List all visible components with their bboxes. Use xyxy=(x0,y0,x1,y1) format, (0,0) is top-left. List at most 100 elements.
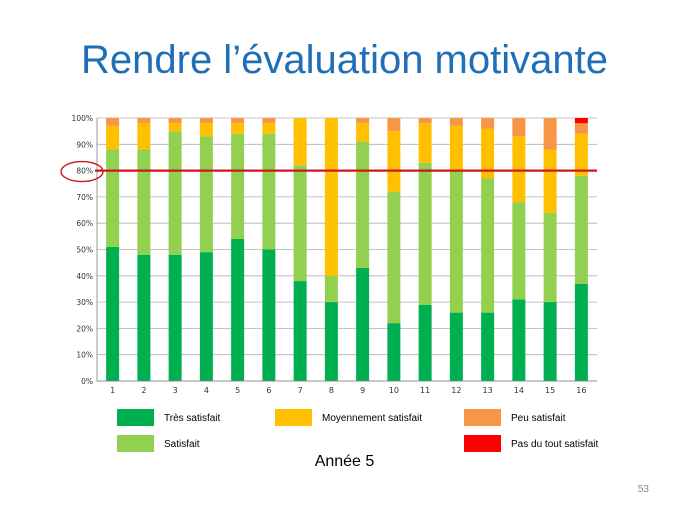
y-tick-label: 50% xyxy=(76,246,93,255)
bar-segment xyxy=(512,202,526,300)
x-tick-label: 13 xyxy=(483,386,493,395)
y-tick-label: 10% xyxy=(76,351,93,360)
bar-segment xyxy=(449,118,463,126)
bar-segment xyxy=(418,123,432,163)
legend-swatch xyxy=(117,435,154,452)
bar-segment xyxy=(324,118,338,276)
bar-segment xyxy=(481,312,495,381)
bar-segment xyxy=(137,254,151,381)
legend-label: Pas du tout satisfait xyxy=(511,439,598,450)
y-tick-label: 60% xyxy=(76,219,93,228)
bar-segment xyxy=(199,118,213,124)
bar-segment xyxy=(543,212,557,303)
bar-segment xyxy=(512,118,526,137)
x-tick-label: 1 xyxy=(110,386,115,395)
bar-segment xyxy=(231,123,245,134)
legend: Très satisfait Moyennement satisfait Peu s… xyxy=(117,409,598,452)
bar-segment xyxy=(168,118,182,124)
bar-segment xyxy=(449,312,463,381)
bar-segment xyxy=(262,123,276,134)
bar-segment xyxy=(293,281,307,381)
bar-segment xyxy=(356,141,370,268)
x-tick-label: 6 xyxy=(266,386,271,395)
bar-segment xyxy=(574,133,588,176)
y-tick-label: 30% xyxy=(76,298,93,307)
bar-segment xyxy=(324,275,338,303)
bar-segment xyxy=(137,149,151,255)
bar-segment xyxy=(481,178,495,313)
bar-segment xyxy=(231,133,245,239)
bar-segment xyxy=(418,304,432,381)
legend-label: Satisfait xyxy=(164,439,200,450)
bar-segment xyxy=(449,170,463,313)
x-tick-label: 3 xyxy=(173,386,178,395)
x-tick-label: 10 xyxy=(389,386,399,395)
chart-caption: Année 5 xyxy=(314,453,375,470)
bar-segment xyxy=(262,118,276,124)
bar-segment xyxy=(418,162,432,305)
x-axis: 1 2 3 4 5 6 7 8 9 10 11 12 13 14 15 16 xyxy=(97,380,597,395)
bar-segment xyxy=(512,299,526,381)
reference-line-group xyxy=(60,160,597,183)
x-tick-label: 9 xyxy=(360,386,365,395)
x-tick-label: 12 xyxy=(451,386,461,395)
highlight-circle xyxy=(60,160,104,183)
bar-segment xyxy=(512,136,526,203)
bar-segment xyxy=(262,133,276,250)
y-tick-label: 0% xyxy=(81,377,93,386)
bar-segment xyxy=(387,118,401,132)
slide-title: Rendre l’évaluation motivante xyxy=(81,38,608,82)
bar-segment xyxy=(231,118,245,124)
x-tick-label: 14 xyxy=(514,386,524,395)
bar-segment xyxy=(356,267,370,381)
bar-segment xyxy=(199,136,213,253)
x-tick-label: 5 xyxy=(235,386,240,395)
bar-segment xyxy=(262,249,276,381)
bar-segment xyxy=(293,118,307,166)
bar-segment xyxy=(387,323,401,381)
bar-segment xyxy=(356,118,370,124)
bar-segment xyxy=(137,118,151,124)
x-tick-label: 8 xyxy=(329,386,334,395)
bar-segment xyxy=(574,123,588,134)
bar-segment xyxy=(137,123,151,150)
bar-segment xyxy=(418,118,432,124)
y-tick-label: 70% xyxy=(76,193,93,202)
y-tick-label: 80% xyxy=(76,167,93,176)
bar-segment xyxy=(481,118,495,129)
y-tick-label: 90% xyxy=(76,140,93,149)
legend-swatch xyxy=(464,409,501,426)
legend-label: Moyennement satisfait xyxy=(322,413,422,424)
bar-segment xyxy=(324,302,338,381)
x-tick-label: 2 xyxy=(141,386,146,395)
legend-swatch xyxy=(275,409,312,426)
bar-segment xyxy=(574,175,588,284)
bar-segment xyxy=(543,118,557,150)
bar-segment xyxy=(199,252,213,381)
bars xyxy=(106,118,588,381)
x-tick-label: 16 xyxy=(576,386,586,395)
x-tick-label: 7 xyxy=(298,386,303,395)
bar-segment xyxy=(543,149,557,213)
bar-segment xyxy=(574,283,588,381)
bar-segment xyxy=(106,246,120,381)
y-tick-label: 20% xyxy=(76,324,93,333)
bar-segment xyxy=(231,238,245,381)
legend-swatch xyxy=(464,435,501,452)
bar-segment xyxy=(449,125,463,171)
legend-swatch xyxy=(117,409,154,426)
bar-segment xyxy=(168,254,182,381)
bar-segment xyxy=(387,191,401,324)
bar-segment xyxy=(481,128,495,179)
bar-segment xyxy=(168,131,182,255)
slide-number: 53 xyxy=(637,484,649,495)
legend-label: Peu satisfait xyxy=(511,413,566,424)
bar-segment xyxy=(106,118,120,126)
x-tick-label: 4 xyxy=(204,386,209,395)
y-axis: 0% 10% 20% 30% 40% 50% 60% 70% 80% 90% 100% xyxy=(72,114,98,386)
bar-segment xyxy=(543,302,557,381)
x-tick-label: 11 xyxy=(420,386,430,395)
y-tick-label: 40% xyxy=(76,272,93,281)
bar-segment xyxy=(106,125,120,150)
